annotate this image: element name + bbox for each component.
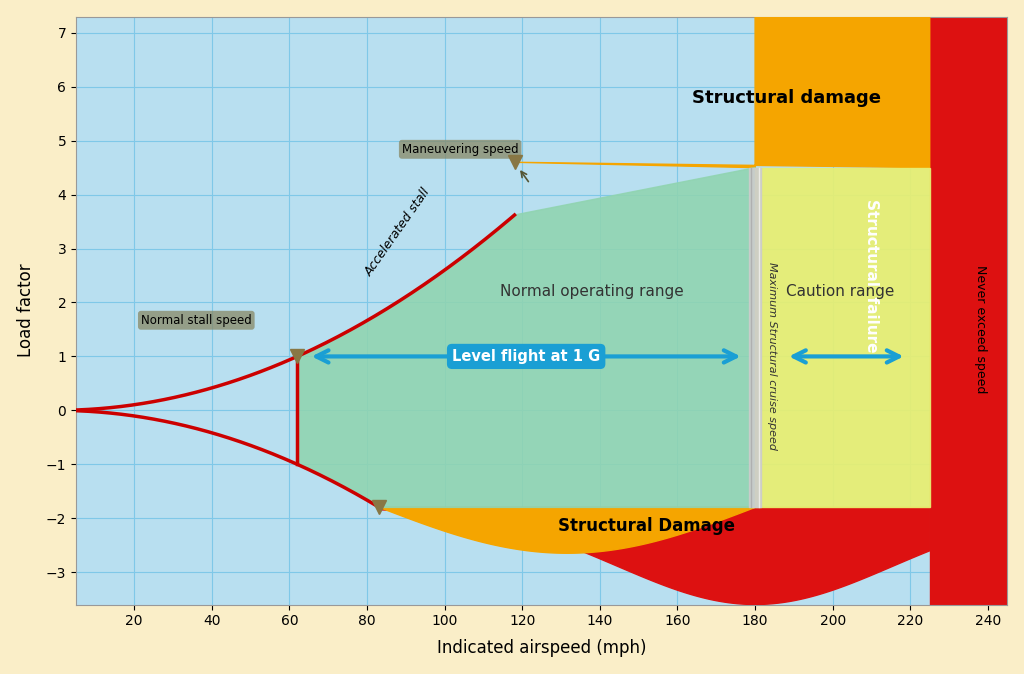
Text: Structural Damage: Structural Damage xyxy=(558,518,735,535)
Polygon shape xyxy=(755,168,930,508)
Text: Normal stall speed: Normal stall speed xyxy=(141,314,252,327)
Text: Maneuvering speed: Maneuvering speed xyxy=(401,143,518,156)
Text: Caution range: Caution range xyxy=(786,284,895,299)
Text: Structural damage: Structural damage xyxy=(691,88,881,106)
Text: Level flight at 1 G: Level flight at 1 G xyxy=(452,349,600,364)
Polygon shape xyxy=(379,508,755,553)
X-axis label: Indicated airspeed (mph): Indicated airspeed (mph) xyxy=(437,640,646,657)
Polygon shape xyxy=(930,17,1008,605)
Polygon shape xyxy=(297,168,755,508)
Text: Never exceed speed: Never exceed speed xyxy=(974,266,987,394)
Text: Normal operating range: Normal operating range xyxy=(501,284,684,299)
Polygon shape xyxy=(514,17,930,168)
Text: Maximum Structural cruise speed: Maximum Structural cruise speed xyxy=(767,262,777,450)
Text: Accelerated stall: Accelerated stall xyxy=(362,185,433,278)
Y-axis label: Load factor: Load factor xyxy=(16,264,35,357)
Text: Structural  failure: Structural failure xyxy=(864,199,879,353)
Polygon shape xyxy=(379,508,930,605)
